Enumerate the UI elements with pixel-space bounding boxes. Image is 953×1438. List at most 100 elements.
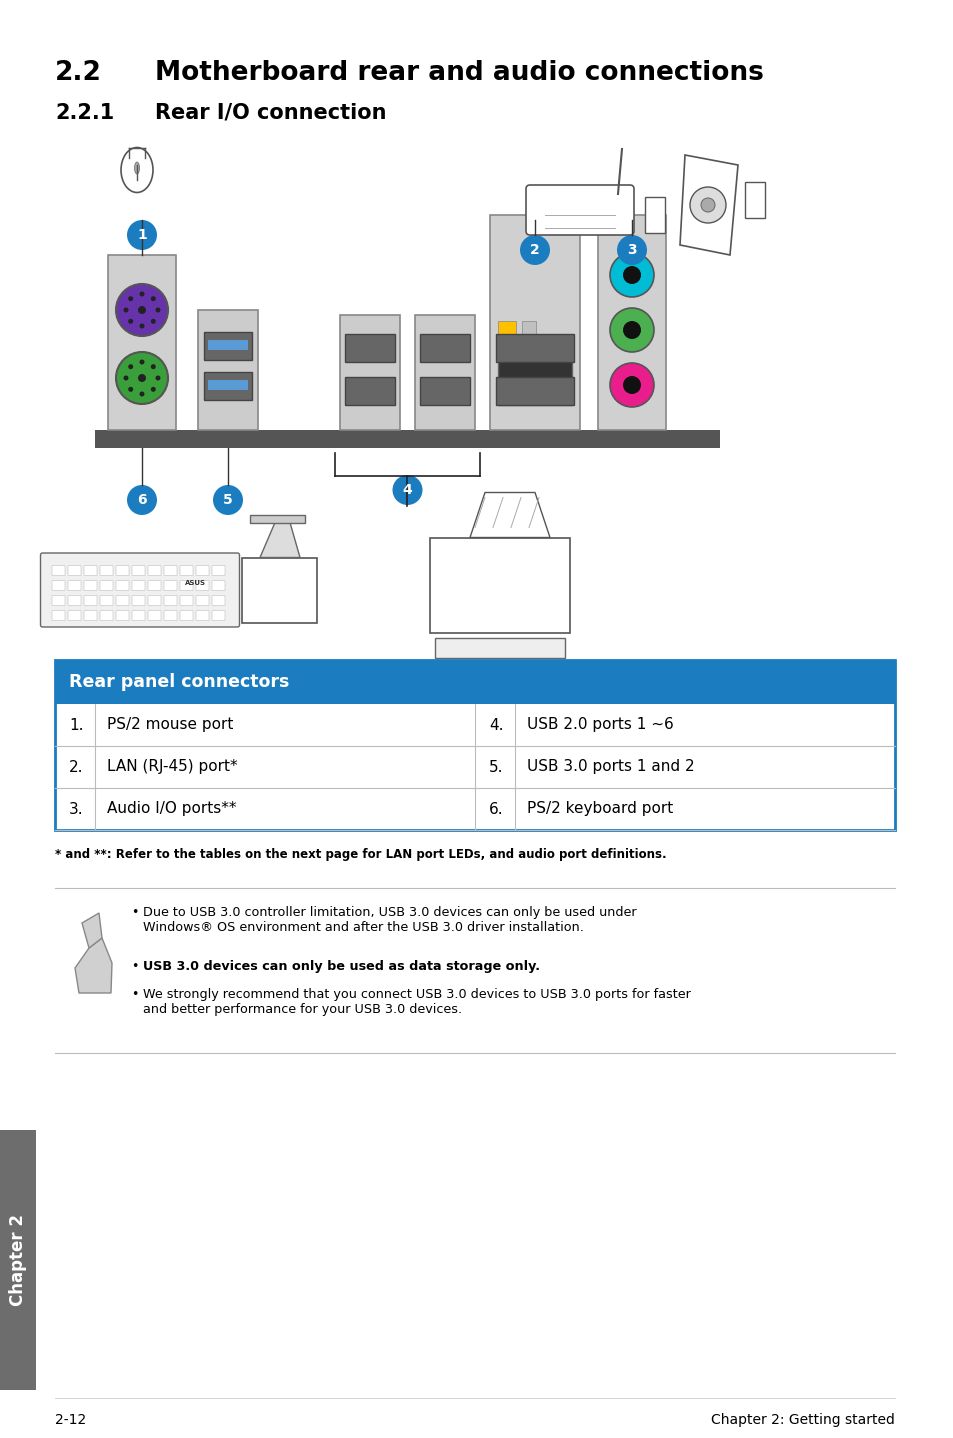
Ellipse shape — [617, 234, 646, 265]
FancyBboxPatch shape — [212, 595, 225, 605]
Circle shape — [128, 296, 133, 301]
Text: •: • — [131, 988, 138, 1001]
FancyBboxPatch shape — [521, 321, 536, 335]
FancyBboxPatch shape — [415, 315, 475, 430]
Circle shape — [123, 375, 129, 381]
FancyBboxPatch shape — [95, 430, 720, 449]
FancyBboxPatch shape — [644, 197, 664, 233]
Circle shape — [155, 375, 160, 381]
Circle shape — [622, 375, 640, 394]
Polygon shape — [82, 913, 102, 948]
FancyBboxPatch shape — [208, 339, 248, 349]
FancyBboxPatch shape — [116, 611, 129, 621]
Circle shape — [700, 198, 714, 211]
Circle shape — [128, 387, 133, 391]
FancyBboxPatch shape — [148, 565, 161, 575]
Text: 1: 1 — [137, 229, 147, 242]
FancyBboxPatch shape — [68, 565, 81, 575]
FancyBboxPatch shape — [195, 611, 209, 621]
FancyBboxPatch shape — [40, 554, 239, 627]
FancyBboxPatch shape — [148, 611, 161, 621]
Text: Chapter 2: Getting started: Chapter 2: Getting started — [710, 1414, 894, 1426]
Text: Audio I/O ports**: Audio I/O ports** — [107, 801, 236, 817]
FancyBboxPatch shape — [198, 311, 257, 430]
Text: 4: 4 — [402, 483, 412, 498]
Text: Chapter 2: Chapter 2 — [9, 1214, 27, 1306]
Circle shape — [139, 292, 144, 296]
FancyBboxPatch shape — [195, 595, 209, 605]
FancyBboxPatch shape — [242, 558, 317, 623]
Circle shape — [128, 319, 133, 324]
Text: 6.: 6. — [489, 801, 503, 817]
FancyBboxPatch shape — [52, 581, 65, 591]
FancyBboxPatch shape — [419, 377, 470, 406]
FancyBboxPatch shape — [204, 332, 252, 360]
Circle shape — [151, 296, 155, 301]
FancyBboxPatch shape — [208, 380, 248, 390]
FancyBboxPatch shape — [132, 595, 145, 605]
Text: 3.: 3. — [69, 801, 84, 817]
FancyBboxPatch shape — [132, 611, 145, 621]
FancyBboxPatch shape — [52, 595, 65, 605]
Text: and better performance for your USB 3.0 devices.: and better performance for your USB 3.0 … — [143, 1002, 461, 1017]
Text: 2-12: 2-12 — [55, 1414, 86, 1426]
FancyBboxPatch shape — [116, 581, 129, 591]
Text: 6: 6 — [137, 493, 147, 508]
Circle shape — [128, 364, 133, 370]
Text: •: • — [131, 961, 138, 974]
FancyBboxPatch shape — [100, 595, 112, 605]
FancyBboxPatch shape — [68, 611, 81, 621]
FancyBboxPatch shape — [204, 372, 252, 400]
Text: * and **: Refer to the tables on the next page for LAN port LEDs, and audio port: * and **: Refer to the tables on the nex… — [55, 848, 666, 861]
Circle shape — [609, 362, 654, 407]
Ellipse shape — [127, 485, 157, 515]
Polygon shape — [260, 522, 299, 558]
FancyBboxPatch shape — [116, 565, 129, 575]
FancyBboxPatch shape — [496, 334, 574, 362]
FancyBboxPatch shape — [108, 255, 175, 430]
Circle shape — [116, 352, 168, 404]
FancyBboxPatch shape — [55, 788, 894, 830]
Circle shape — [609, 253, 654, 298]
FancyBboxPatch shape — [180, 581, 193, 591]
Text: ASUS: ASUS — [184, 580, 205, 587]
Text: 5: 5 — [223, 493, 233, 508]
Polygon shape — [75, 938, 112, 994]
Ellipse shape — [392, 475, 422, 505]
Text: •: • — [131, 906, 138, 919]
FancyBboxPatch shape — [435, 637, 564, 657]
Text: 5.: 5. — [489, 759, 503, 775]
Ellipse shape — [213, 485, 243, 515]
Circle shape — [151, 319, 155, 324]
Circle shape — [138, 306, 146, 313]
Circle shape — [622, 321, 640, 339]
Ellipse shape — [127, 220, 157, 250]
FancyBboxPatch shape — [132, 581, 145, 591]
Text: Rear I/O connection: Rear I/O connection — [154, 104, 386, 124]
Text: Motherboard rear and audio connections: Motherboard rear and audio connections — [154, 60, 763, 86]
Text: We strongly recommend that you connect USB 3.0 devices to USB 3.0 ports for fast: We strongly recommend that you connect U… — [143, 988, 690, 1001]
FancyBboxPatch shape — [195, 565, 209, 575]
FancyBboxPatch shape — [180, 565, 193, 575]
Text: USB 2.0 ports 1 ~6: USB 2.0 ports 1 ~6 — [526, 718, 673, 732]
FancyBboxPatch shape — [84, 581, 97, 591]
FancyBboxPatch shape — [419, 334, 470, 362]
Circle shape — [139, 360, 144, 364]
Circle shape — [609, 308, 654, 352]
FancyBboxPatch shape — [525, 186, 634, 234]
Text: LAN (RJ-45) port*: LAN (RJ-45) port* — [107, 759, 237, 775]
FancyBboxPatch shape — [180, 595, 193, 605]
FancyBboxPatch shape — [345, 334, 395, 362]
FancyBboxPatch shape — [339, 315, 399, 430]
Text: Windows® OS environment and after the USB 3.0 driver installation.: Windows® OS environment and after the US… — [143, 920, 583, 935]
FancyBboxPatch shape — [195, 581, 209, 591]
FancyBboxPatch shape — [180, 611, 193, 621]
Text: USB 3.0 ports 1 and 2: USB 3.0 ports 1 and 2 — [526, 759, 694, 775]
FancyBboxPatch shape — [55, 746, 894, 788]
FancyBboxPatch shape — [148, 595, 161, 605]
FancyBboxPatch shape — [212, 611, 225, 621]
FancyBboxPatch shape — [84, 565, 97, 575]
Text: 3: 3 — [626, 243, 637, 257]
FancyBboxPatch shape — [250, 515, 305, 522]
FancyBboxPatch shape — [68, 581, 81, 591]
